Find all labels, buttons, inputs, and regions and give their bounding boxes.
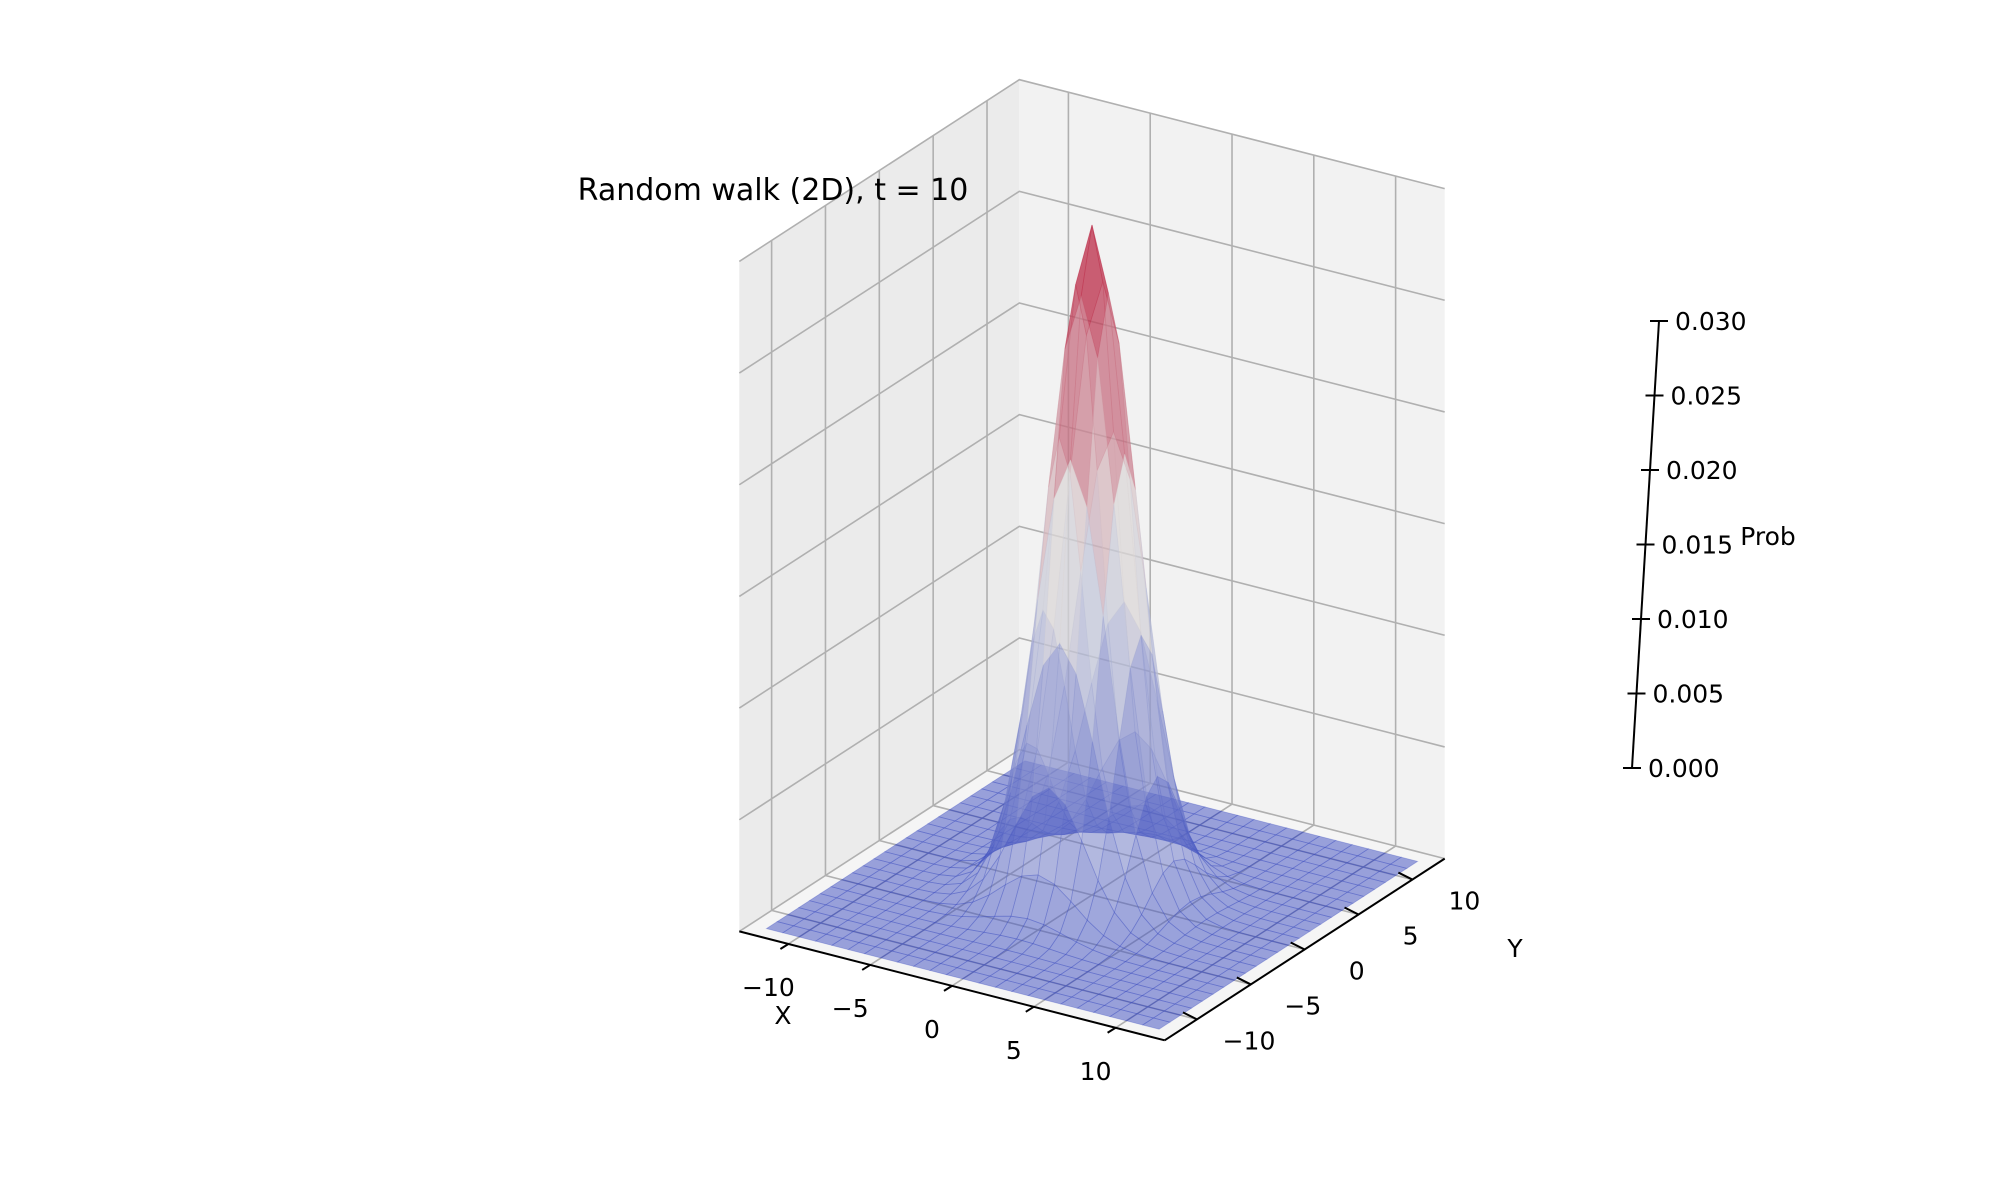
z-grid-line xyxy=(738,78,1445,263)
y-tick-label: 0 xyxy=(1349,956,1365,985)
y-tick-mark xyxy=(1344,906,1359,916)
y-tick-label: 5 xyxy=(1403,922,1419,951)
x-tick-label: 5 xyxy=(1006,1036,1022,1065)
y-tick-mark xyxy=(1290,941,1306,951)
surface-patch xyxy=(1206,975,1236,988)
z-grid-line xyxy=(738,413,1445,598)
tick-labels: −10 −5 0 5 10 −10 −5 0 5 10 0.000 0.005 0.010 0.015 0.… xyxy=(742,307,1747,1086)
z-axis-label: Prob xyxy=(1740,522,1796,551)
z-tick-label: 0.030 xyxy=(1675,307,1747,336)
y-axis-label: Y xyxy=(1506,934,1523,963)
x-tick-mark xyxy=(1025,1005,1035,1013)
x-tick-mark xyxy=(779,943,789,950)
z-tick-label: 0.000 xyxy=(1648,754,1720,783)
z-grid-line xyxy=(738,302,1445,486)
x-tick-mark xyxy=(861,964,871,971)
z-tick-label: 0.025 xyxy=(1671,382,1743,411)
z-grid-line xyxy=(738,190,1445,374)
y-tick-mark xyxy=(1182,1011,1198,1021)
probability-surface xyxy=(765,224,1419,1030)
z-tick-label: 0.020 xyxy=(1666,456,1738,485)
z-tick-label: 0.010 xyxy=(1657,605,1729,634)
y-tick-label: −10 xyxy=(1223,1026,1276,1055)
x-tick-label: −5 xyxy=(832,994,869,1023)
z-tick-label: 0.005 xyxy=(1653,680,1725,709)
z-tick-label: 0.015 xyxy=(1662,531,1734,560)
x-tick-label: −10 xyxy=(742,973,795,1002)
y-tick-mark xyxy=(1397,871,1413,881)
y-tick-mark xyxy=(1236,976,1252,986)
x-axis-label: X xyxy=(774,1001,791,1030)
chart-title: Random walk (2D), t = 10 xyxy=(578,173,969,208)
z-grid-line xyxy=(738,637,1445,821)
z-grid-line xyxy=(738,525,1445,709)
x-tick-label: 10 xyxy=(1080,1057,1112,1086)
surface-patch xyxy=(1141,1017,1171,1030)
x-tick-label: 0 xyxy=(924,1015,940,1044)
axis-lines xyxy=(739,320,1668,1042)
y-tick-label: 10 xyxy=(1448,887,1480,916)
x-tick-mark xyxy=(943,985,953,992)
x-tick-mark xyxy=(1107,1026,1117,1034)
y-tick-label: −5 xyxy=(1284,991,1321,1020)
